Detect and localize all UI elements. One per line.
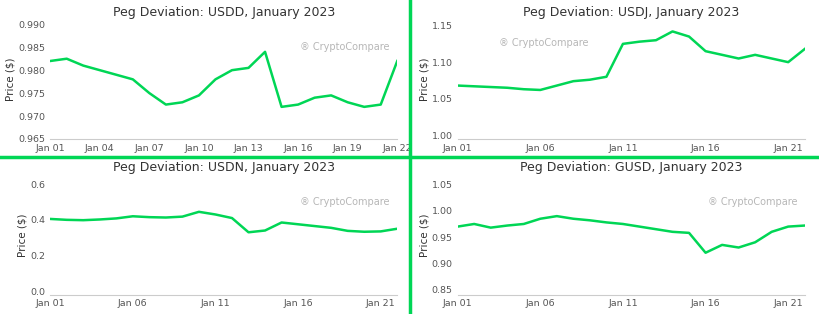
Title: Peg Deviation: USDN, January 2023: Peg Deviation: USDN, January 2023 <box>113 161 335 174</box>
Text: ® CryptoCompare: ® CryptoCompare <box>500 38 589 48</box>
Y-axis label: Price ($): Price ($) <box>17 213 28 257</box>
Title: Peg Deviation: USDD, January 2023: Peg Deviation: USDD, January 2023 <box>112 6 335 19</box>
Y-axis label: Price ($): Price ($) <box>419 213 429 257</box>
Title: Peg Deviation: USDJ, January 2023: Peg Deviation: USDJ, January 2023 <box>523 6 740 19</box>
Title: Peg Deviation: GUSD, January 2023: Peg Deviation: GUSD, January 2023 <box>520 161 742 174</box>
Text: ® CryptoCompare: ® CryptoCompare <box>300 41 390 51</box>
Y-axis label: Price ($): Price ($) <box>6 57 16 101</box>
Text: ® CryptoCompare: ® CryptoCompare <box>708 197 797 207</box>
Y-axis label: Price ($): Price ($) <box>419 57 429 101</box>
Text: ® CryptoCompare: ® CryptoCompare <box>300 197 390 207</box>
